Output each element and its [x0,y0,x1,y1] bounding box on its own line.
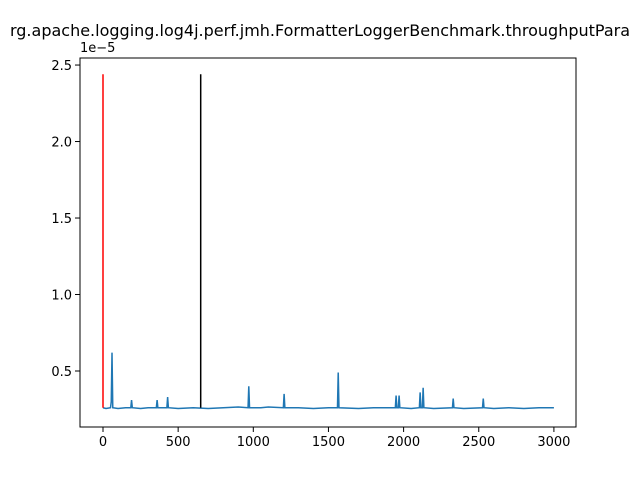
y-tick-label: 1.0 [51,289,72,304]
chart-title: rg.apache.logging.log4j.perf.jmh.Formatt… [10,21,630,40]
x-tick-label: 500 [166,435,191,450]
x-tick-label: 0 [99,435,107,450]
x-tick-label: 3000 [537,435,570,450]
series-line [102,352,554,410]
y-offset-label: 1e−5 [80,41,115,56]
x-tick-label: 2500 [462,435,495,450]
y-tick-label: 2.5 [51,59,72,74]
y-tick-label: 0.5 [51,365,72,380]
y-tick-label: 1.5 [51,212,72,227]
x-tick-label: 1000 [237,435,270,450]
y-tick-label: 2.0 [51,136,72,151]
x-tick-label: 2000 [387,435,420,450]
x-tick-label: 1500 [312,435,345,450]
plot-frame [79,57,577,428]
